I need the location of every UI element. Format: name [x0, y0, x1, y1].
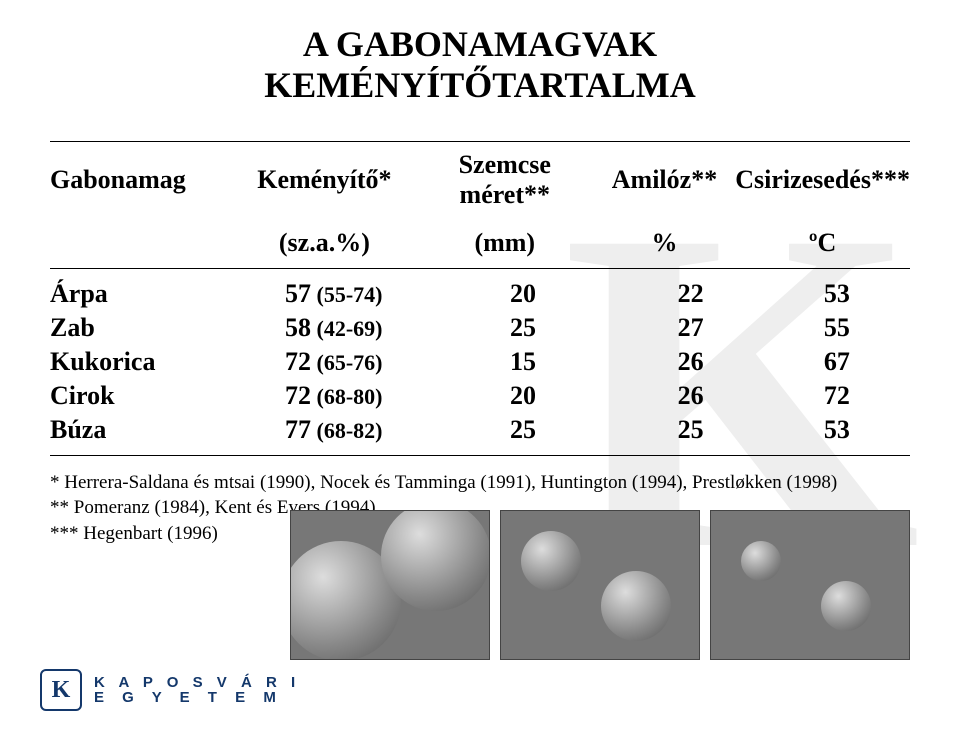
cell-amil: 26 [618, 379, 764, 413]
logo-badge: K [40, 669, 82, 711]
cell-csir: 53 [764, 277, 910, 311]
col-sub-kem: (sz.a.%) [233, 220, 416, 268]
cell-amil: 26 [618, 345, 764, 379]
sem-image-2 [500, 510, 700, 660]
rule-bottom [50, 455, 910, 456]
cell-kem: 72 (68-80) [239, 379, 428, 413]
col-header-csir: Csirizesedés*** [735, 142, 910, 220]
sem-image-3 [710, 510, 910, 660]
cell-kem: 77 (68-82) [239, 413, 428, 447]
cell-name: Cirok [50, 379, 239, 413]
cell-amil: 25 [618, 413, 764, 447]
slide-title: A GABONAMAGVAK KEMÉNYÍTŐTARTALMA [50, 24, 910, 107]
logo-line-1: K A P O S V Á R I [94, 675, 300, 690]
cell-kem: 58 (42-69) [239, 311, 428, 345]
cell-csir: 53 [764, 413, 910, 447]
table-row: Árpa57 (55-74)202253 [50, 277, 910, 311]
cell-mm: 20 [428, 379, 617, 413]
table-row: Cirok72 (68-80)202672 [50, 379, 910, 413]
cell-mm: 15 [428, 345, 617, 379]
cell-kem: 57 (55-74) [239, 277, 428, 311]
cell-kem: 72 (65-76) [239, 345, 428, 379]
col-header-kem: Keményítő* [233, 142, 416, 220]
cell-amil: 27 [618, 311, 764, 345]
cell-csir: 67 [764, 345, 910, 379]
cell-csir: 55 [764, 311, 910, 345]
footer-logo: K K A P O S V Á R I E G Y E T E M [40, 669, 300, 711]
col-header-amil: Amilóz** [594, 142, 735, 220]
table-row: Zab58 (42-69)252755 [50, 311, 910, 345]
col-header-mm: Szemcse méret** [416, 142, 594, 220]
logo-line-2: E G Y E T E M [94, 690, 300, 705]
col-sub-mm: (mm) [416, 220, 594, 268]
cell-name: Zab [50, 311, 239, 345]
cell-amil: 22 [618, 277, 764, 311]
table-row: Kukorica72 (65-76)152667 [50, 345, 910, 379]
col-header-name: Gabonamag [50, 142, 233, 220]
cell-mm: 25 [428, 413, 617, 447]
cell-mm: 20 [428, 277, 617, 311]
image-row [290, 510, 910, 660]
data-table-body: Árpa57 (55-74)202253Zab58 (42-69)252755K… [50, 277, 910, 447]
ref-line-1: * Herrera-Saldana és mtsai (1990), Nocek… [50, 470, 910, 496]
cell-name: Kukorica [50, 345, 239, 379]
title-line-1: A GABONAMAGVAK [303, 24, 657, 64]
logo-text: K A P O S V Á R I E G Y E T E M [94, 675, 300, 705]
slide-content: A GABONAMAGVAK KEMÉNYÍTŐTARTALMA Gabonam… [0, 0, 960, 547]
col-sub-csir: ºC [735, 220, 910, 268]
cell-name: Árpa [50, 277, 239, 311]
cell-csir: 72 [764, 379, 910, 413]
title-line-2: KEMÉNYÍTŐTARTALMA [264, 65, 695, 105]
col-sub-amil: % [594, 220, 735, 268]
cell-name: Búza [50, 413, 239, 447]
table-row: Búza77 (68-82)252553 [50, 413, 910, 447]
sem-image-1 [290, 510, 490, 660]
cell-mm: 25 [428, 311, 617, 345]
data-table: Gabonamag Keményítő* Szemcse méret** Ami… [50, 142, 910, 268]
